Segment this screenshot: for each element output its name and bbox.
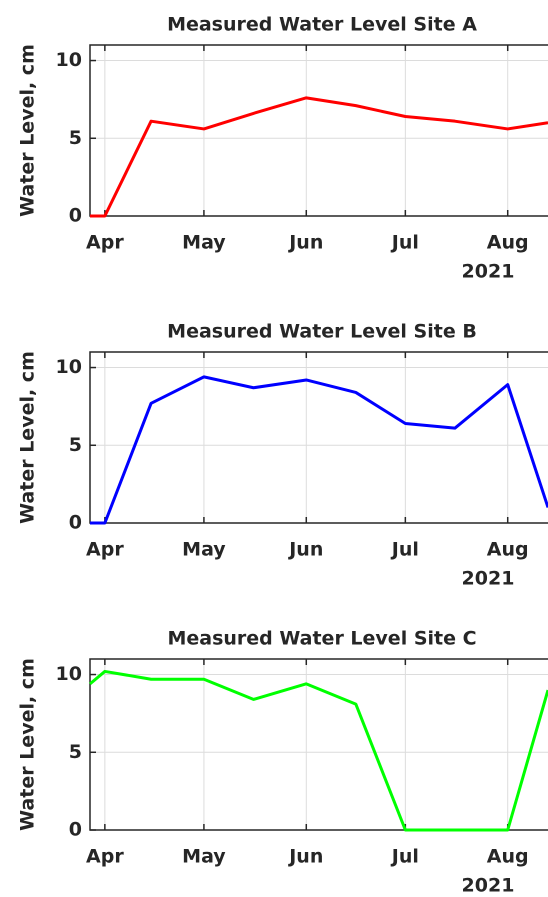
x-tick-label: Jul [390,846,419,868]
x-tick-label: Apr [86,539,124,561]
data-line [90,375,548,525]
x-tick-label: May [182,232,226,254]
y-tick-label: 5 [69,741,82,763]
x-tick-label: Aug [487,539,529,561]
x-year-label: 2021 [462,261,515,283]
axes-box [89,351,548,524]
chart-title: Measured Water Level Site A [167,14,477,36]
y-tick-label: 5 [69,434,82,456]
chart: Measured Water Level Site C Water Level, … [17,628,548,897]
x-tick-label: Jul [390,539,419,561]
x-year-label: 2021 [462,875,515,897]
y-tick-label: 0 [69,512,82,534]
x-tick-label: Apr [86,846,124,868]
y-tick-label: 0 [69,819,82,841]
axes-box [89,658,548,831]
x-tick-label: Aug [487,232,529,254]
axes-box [89,44,548,217]
y-tick-label: 10 [56,49,82,71]
chart: Measured Water Level Site B Water Level, … [17,321,548,590]
x-tick-label: Jun [287,232,323,254]
x-tick-label: May [182,539,226,561]
chart: Measured Water Level Site A Water Level, … [17,14,548,283]
x-year-label: 2021 [462,568,515,590]
y-axis-label: Water Level, cm [17,658,39,831]
x-tick-label: Jun [287,846,323,868]
chart-title: Measured Water Level Site C [167,628,476,650]
x-tick-label: Apr [86,232,124,254]
y-tick-label: 10 [56,356,82,378]
x-tick-label: Jun [287,539,323,561]
chart-title: Measured Water Level Site B [167,321,477,343]
x-tick-label: Jul [390,232,419,254]
plot-area [90,659,548,830]
y-axis-label: Water Level, cm [17,351,39,524]
plot-area [90,352,548,523]
y-tick-label: 10 [56,663,82,685]
x-tick-label: May [182,846,226,868]
data-line [90,96,548,218]
y-axis-label: Water Level, cm [17,44,39,217]
y-tick-label: 5 [69,127,82,149]
y-tick-label: 0 [69,205,82,227]
plot-area [90,45,548,216]
data-line [89,669,548,832]
x-tick-label: Aug [487,846,529,868]
